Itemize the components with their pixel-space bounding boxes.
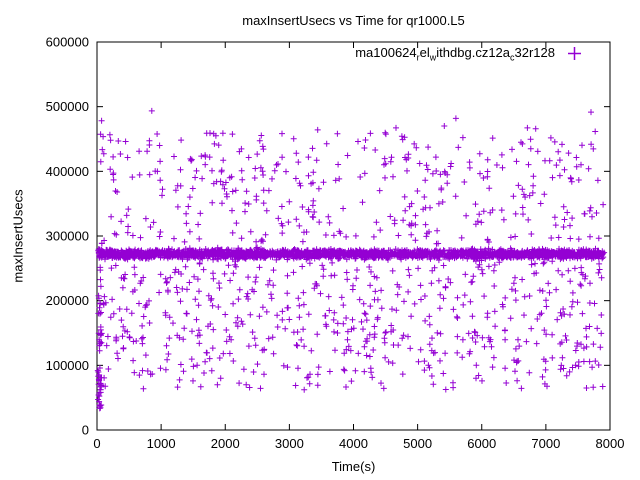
- svg-text:1000: 1000: [147, 436, 176, 451]
- svg-text:7000: 7000: [531, 436, 560, 451]
- svg-text:5000: 5000: [403, 436, 432, 451]
- svg-text:3000: 3000: [275, 436, 304, 451]
- legend-label: ma100624relwithdbg.cz12ac32r128: [355, 45, 555, 63]
- svg-text:2000: 2000: [211, 436, 240, 451]
- legend-plus-marker: [568, 47, 581, 61]
- svg-text:8000: 8000: [596, 436, 625, 451]
- svg-text:100000: 100000: [46, 358, 89, 373]
- svg-text:6000: 6000: [467, 436, 496, 451]
- svg-text:0: 0: [82, 423, 89, 438]
- svg-text:600000: 600000: [46, 35, 89, 50]
- svg-text:0: 0: [93, 436, 100, 451]
- chart-title: maxInsertUsecs vs Time for qr1000.L5: [242, 13, 465, 28]
- svg-text:200000: 200000: [46, 293, 89, 308]
- svg-text:300000: 300000: [46, 229, 89, 244]
- svg-text:500000: 500000: [46, 99, 89, 114]
- legend: ma100624relwithdbg.cz12ac32r128: [355, 45, 582, 63]
- svg-text:4000: 4000: [339, 436, 368, 451]
- svg-text:400000: 400000: [46, 164, 89, 179]
- x-axis-label: Time(s): [331, 459, 376, 474]
